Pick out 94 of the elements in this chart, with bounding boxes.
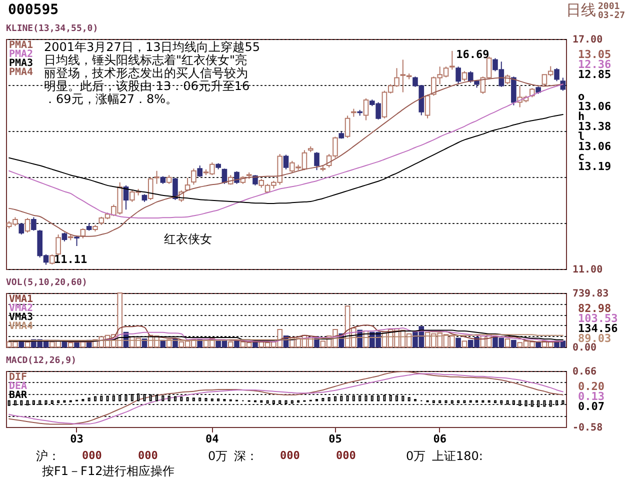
text: 0.13 xyxy=(578,390,604,403)
y-tick-label: 0.66 xyxy=(572,366,597,378)
y-tick-label: -0.58 xyxy=(572,422,603,434)
text: 000 xyxy=(82,449,102,462)
candlestick xyxy=(530,88,535,98)
text: PMA3 xyxy=(9,58,34,69)
chart-title: VOL(5,10,20,60) xyxy=(6,278,88,288)
text: 12.36 xyxy=(578,58,612,71)
text: DEA xyxy=(9,381,28,392)
text: 82.98 xyxy=(578,302,612,315)
bar xyxy=(234,340,240,348)
annotation: 红衣侠女 xyxy=(164,232,212,246)
text: 000 xyxy=(138,449,158,462)
text: 按F1－F12进行相应操作 xyxy=(42,464,175,478)
series-label: VMA4 xyxy=(9,321,34,332)
text: 000 xyxy=(280,449,300,462)
text: PMA1 xyxy=(9,40,34,51)
text: 134.56 xyxy=(578,322,618,335)
text: 12.85 xyxy=(578,68,612,81)
candlestick xyxy=(344,115,350,138)
text: 沪： xyxy=(36,449,60,463)
series-label: VMA3 xyxy=(9,312,34,323)
x-tick-label: 03 xyxy=(70,432,84,446)
candlestick xyxy=(234,170,240,184)
text: 000595 xyxy=(8,2,59,18)
bar xyxy=(504,338,510,348)
text: 13.19 xyxy=(578,160,612,173)
annotation: 11.11 xyxy=(54,252,88,266)
bar xyxy=(462,340,468,348)
candlestick xyxy=(314,152,320,171)
candlestick xyxy=(456,66,461,85)
bar xyxy=(62,341,68,348)
text: o xyxy=(578,90,585,103)
candlestick xyxy=(554,68,560,82)
candlestick xyxy=(197,165,202,178)
candlestick xyxy=(50,254,55,265)
x-tick-label: 05 xyxy=(328,432,342,446)
candlestick xyxy=(154,170,160,184)
candlestick xyxy=(56,234,61,256)
x-tick-label: 04 xyxy=(206,432,220,446)
text: 日线 xyxy=(566,1,596,19)
annotation: 2001年3月27日，13日均线向上穿越55日均线，锤头阳线标志着"红衣侠女"亮丽登场，技术形态发出的买人信号较为明显。此后，该股由 13．06元升至16．69元，涨幅27．8%。 xyxy=(44,40,260,106)
candlestick xyxy=(148,176,154,200)
text: DIF xyxy=(9,372,28,383)
text: VMA2 xyxy=(9,303,34,314)
text: h xyxy=(578,110,585,123)
text: PMA2 xyxy=(9,49,34,60)
y-tick-label: 0.00 xyxy=(572,342,597,354)
y-tick-label: 17.00 xyxy=(572,34,603,46)
text: 13.06 xyxy=(578,140,612,153)
bar xyxy=(228,341,234,348)
candlestick xyxy=(24,218,30,234)
text: 13.06 xyxy=(578,100,612,113)
text: 13.38 xyxy=(578,120,612,133)
line-series xyxy=(8,330,564,342)
candlestick xyxy=(424,94,430,119)
candlestick xyxy=(450,50,455,70)
text: VMA1 xyxy=(9,294,34,305)
chart-title: MACD(12,26,9) xyxy=(6,356,76,366)
bar xyxy=(456,338,461,348)
bar xyxy=(511,340,516,348)
candlestick xyxy=(18,222,24,235)
text: 上证180: xyxy=(432,449,483,463)
bar xyxy=(68,342,74,348)
candlestick xyxy=(31,216,36,232)
text: 13.05 xyxy=(578,48,612,61)
series-label: BAR xyxy=(9,390,28,401)
text: 103.53 xyxy=(578,312,618,325)
text: c xyxy=(578,150,585,163)
chart-title: KLINE(13,34,55,0) xyxy=(6,24,98,34)
text: 0万 xyxy=(406,449,426,463)
text: 2001 03-27 xyxy=(598,2,626,21)
text: 深： xyxy=(234,449,258,463)
line-series xyxy=(8,114,564,204)
candlestick xyxy=(80,228,86,239)
x-tick-label: 06 xyxy=(433,432,447,446)
annotation: 16.69 xyxy=(456,48,490,61)
text: 000 xyxy=(336,449,356,462)
y-tick-label: 11.00 xyxy=(572,264,603,276)
candlestick xyxy=(468,70,474,84)
candlestick xyxy=(172,177,178,200)
candlestick xyxy=(191,168,196,186)
text: 0万 xyxy=(208,449,228,463)
text: 0.07 xyxy=(578,400,604,413)
text: 0.20 xyxy=(578,380,604,393)
text: l xyxy=(578,130,585,143)
bar xyxy=(74,342,80,348)
bar xyxy=(536,342,541,348)
candlestick xyxy=(462,70,468,82)
candlestick xyxy=(363,98,369,121)
y-tick-label: 739.83 xyxy=(572,288,609,300)
legend-label: PMA4 xyxy=(9,67,34,78)
candlestick xyxy=(283,154,289,170)
candlestick xyxy=(252,174,258,186)
